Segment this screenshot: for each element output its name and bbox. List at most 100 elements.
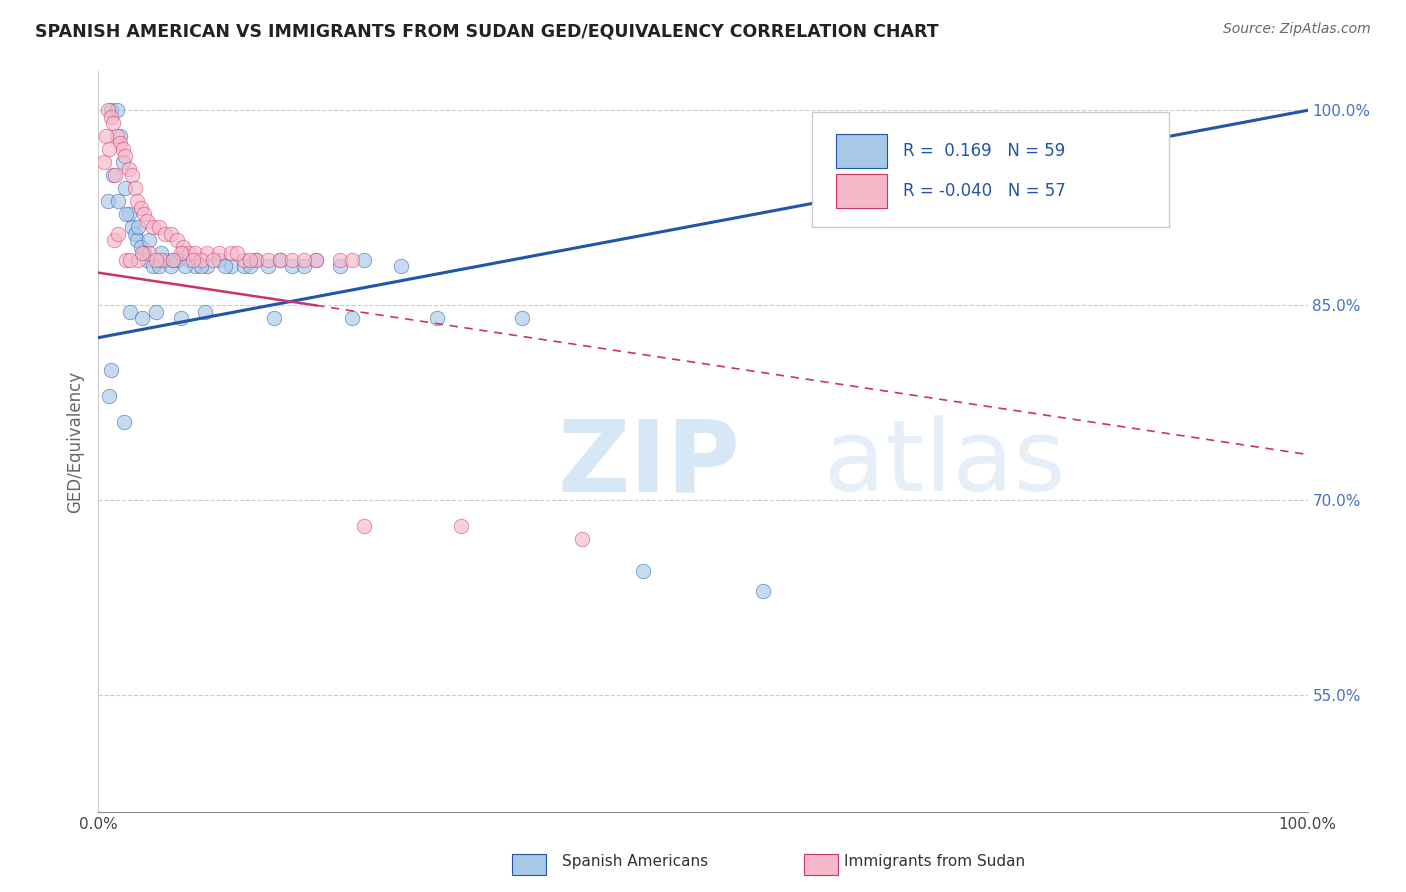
Point (97, 103, 120, 118)
Text: SPANISH AMERICAN VS IMMIGRANTS FROM SUDAN GED/EQUIVALENCY CORRELATION CHART: SPANISH AMERICAN VS IMMIGRANTS FROM SUDA… (35, 22, 939, 40)
Point (134, 246, 156, 260)
Point (111, 155, 134, 169)
Text: ZIP: ZIP (558, 416, 741, 512)
Point (112, 415, 135, 429)
Point (292, 259, 315, 273)
Point (148, 259, 170, 273)
Point (138, 246, 160, 260)
Text: Spanish Americans: Spanish Americans (562, 855, 709, 869)
Point (181, 252, 204, 267)
Point (169, 311, 191, 326)
Point (162, 252, 184, 267)
Point (121, 168, 143, 182)
Point (172, 240, 194, 254)
Point (101, 116, 124, 130)
Point (166, 233, 188, 247)
Point (353, 519, 375, 533)
Point (169, 246, 191, 260)
Point (142, 220, 165, 235)
Point (153, 252, 176, 267)
Point (101, 168, 124, 182)
Point (134, 207, 156, 221)
Text: Immigrants from Sudan: Immigrants from Sudan (844, 855, 1025, 869)
Point (256, 252, 278, 267)
Point (129, 240, 152, 254)
Point (111, 142, 134, 156)
Point (127, 252, 149, 267)
Point (239, 259, 262, 273)
Point (208, 246, 231, 260)
Point (232, 259, 254, 273)
Point (118, 161, 141, 176)
Point (166, 252, 188, 267)
Point (239, 252, 262, 267)
Text: Source: ZipAtlas.com: Source: ZipAtlas.com (1223, 22, 1371, 37)
Point (131, 311, 153, 326)
Point (115, 207, 138, 221)
FancyBboxPatch shape (811, 112, 1168, 227)
Point (145, 252, 167, 267)
Point (105, 103, 128, 118)
Point (142, 259, 165, 273)
Point (103, 233, 125, 247)
Point (752, 583, 775, 598)
Point (127, 194, 149, 209)
Point (195, 259, 218, 273)
FancyBboxPatch shape (837, 174, 887, 208)
Point (114, 181, 136, 195)
Point (174, 259, 197, 273)
Point (118, 207, 141, 221)
Y-axis label: GED/Equivalency: GED/Equivalency (66, 370, 84, 513)
Point (269, 252, 291, 267)
Point (124, 181, 146, 195)
Text: R = -0.040   N = 57: R = -0.040 N = 57 (903, 182, 1066, 200)
Point (281, 259, 304, 273)
Point (108, 136, 131, 150)
Point (135, 213, 157, 227)
Point (98, 142, 121, 156)
Point (104, 168, 127, 182)
Point (97, 194, 120, 209)
Point (105, 129, 128, 144)
Point (160, 259, 183, 273)
Point (195, 246, 218, 260)
Text: R =  0.169   N = 59: R = 0.169 N = 59 (903, 142, 1064, 160)
Point (107, 227, 129, 241)
Point (221, 246, 243, 260)
Point (184, 246, 207, 260)
Point (127, 220, 149, 235)
Point (305, 252, 328, 267)
Point (450, 519, 472, 533)
Point (118, 252, 141, 267)
Point (129, 201, 152, 215)
Point (138, 233, 160, 247)
Point (179, 252, 201, 267)
Point (389, 259, 412, 273)
Point (232, 252, 254, 267)
Point (107, 194, 129, 209)
Point (108, 129, 131, 144)
Point (100, 103, 122, 118)
Point (245, 252, 267, 267)
Point (115, 252, 138, 267)
Point (190, 259, 212, 273)
Point (631, 565, 654, 579)
Point (281, 252, 304, 267)
Point (194, 304, 217, 318)
Point (94, 129, 117, 144)
Point (245, 252, 267, 267)
Point (190, 252, 212, 267)
Point (221, 259, 243, 273)
Point (202, 252, 225, 267)
Point (118, 304, 141, 318)
FancyBboxPatch shape (837, 134, 887, 168)
Point (353, 252, 375, 267)
Point (208, 252, 231, 267)
Point (114, 149, 136, 163)
Point (214, 259, 236, 273)
Point (342, 311, 364, 326)
Point (342, 252, 364, 267)
Point (150, 252, 173, 267)
Point (292, 252, 315, 267)
Point (150, 246, 173, 260)
